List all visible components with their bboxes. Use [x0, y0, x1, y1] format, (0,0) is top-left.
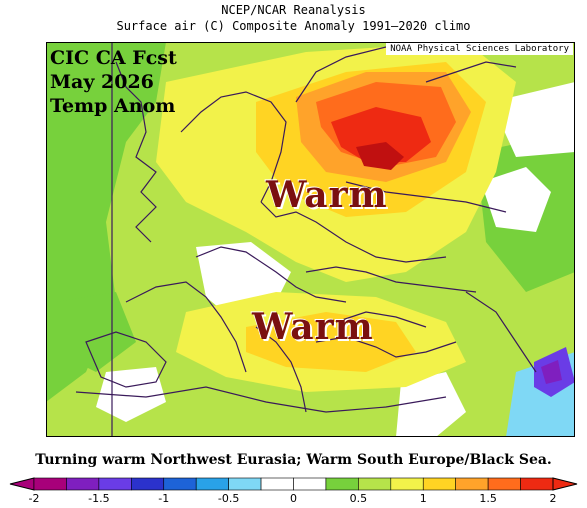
anomaly-region-green-iberia [56, 292, 136, 372]
forecast-title-line-2: May 2026 [50, 71, 154, 93]
header-line-2: Surface air (C) Composite Anomaly 1991–2… [116, 19, 471, 33]
coastline-borders [75, 46, 537, 413]
anomaly-region-neutral-north-africa [96, 367, 166, 422]
legend-color-cell [163, 477, 197, 491]
header-line-1: NCEP/NCAR Reanalysis [221, 3, 366, 17]
color-scale-cells [9, 477, 578, 491]
forecast-title-line-1: CIC CA Fcst [50, 47, 177, 69]
legend-color-cell [487, 477, 521, 491]
credit-label: NOAA Physical Sciences Laboratory [386, 43, 573, 55]
warm-label-south: Warm [252, 306, 374, 348]
legend-tick-label: 0.5 [350, 492, 368, 504]
legend-tick-label: 0 [290, 492, 297, 504]
legend-color-cell [131, 477, 165, 491]
legend-color-cell [293, 477, 327, 491]
legend-color-cell [260, 477, 294, 491]
legend-color-cell [98, 477, 132, 491]
legend-tick-label: 1.5 [479, 492, 497, 504]
legend-tick-label: -1.5 [88, 492, 109, 504]
anomaly-region-dark-red-core [356, 142, 404, 170]
color-scale-legend: -2 -1.5 -1 -0.5 0 0.5 1 1.5 2 [9, 477, 578, 504]
legend-color-cell [422, 477, 456, 491]
anomaly-map: NOAA Physical Sciences Laboratory CIC CA… [46, 42, 575, 437]
forecast-caption: Turning warm Northwest Eurasia; Warm Sou… [35, 452, 552, 468]
legend-color-cell [325, 477, 359, 491]
legend-color-cell [66, 477, 100, 491]
legend-arrow-right [552, 477, 578, 491]
legend-tick-label: 1 [420, 492, 427, 504]
legend-tick-label: -2 [29, 492, 40, 504]
anomaly-region-neutral-southeast [396, 372, 466, 437]
anomaly-region-gold-south [246, 312, 416, 372]
legend-tick-label: -1 [158, 492, 169, 504]
legend-color-cell [390, 477, 424, 491]
anomaly-region-crimson-core [331, 107, 431, 162]
legend-color-cell [195, 477, 229, 491]
legend-color-cell [358, 477, 392, 491]
anomaly-region-neutral-northeast [491, 82, 575, 157]
map-frame [46, 42, 575, 437]
legend-tick-label: -0.5 [218, 492, 239, 504]
legend-tick-label: 2 [550, 492, 557, 504]
legend-color-cell [520, 477, 554, 491]
legend-color-cell [228, 477, 262, 491]
legend-color-cell [33, 477, 67, 491]
anomaly-region-violet-core [541, 360, 562, 384]
forecast-title-line-3: Temp Anom [50, 95, 176, 117]
warm-label-north: Warm [266, 174, 388, 216]
map-header: NCEP/NCAR Reanalysis Surface air (C) Com… [0, 2, 587, 34]
legend-arrow-left [9, 477, 35, 491]
legend-color-cell [455, 477, 489, 491]
map-canvas [46, 42, 575, 437]
color-scale-ticks: -2 -1.5 -1 -0.5 0 0.5 1 1.5 2 [29, 492, 557, 504]
forecast-title: CIC CA Fcst May 2026 Temp Anom [50, 46, 177, 118]
anomaly-region-neutral-east [481, 167, 551, 232]
